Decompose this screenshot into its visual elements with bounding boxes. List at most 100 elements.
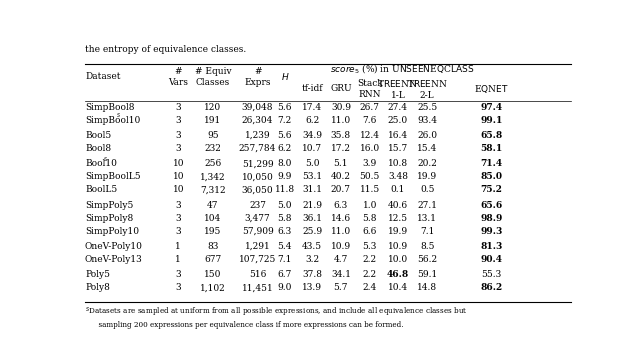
Text: 1,102: 1,102 (200, 283, 226, 292)
Text: 5.7: 5.7 (333, 283, 348, 292)
Text: 3: 3 (175, 131, 181, 140)
Text: 7.1: 7.1 (420, 227, 435, 236)
Text: 3: 3 (175, 214, 181, 223)
Text: 2.2: 2.2 (363, 270, 377, 279)
Text: 37.8: 37.8 (302, 270, 322, 279)
Text: Dataset: Dataset (85, 72, 120, 81)
Text: 9.9: 9.9 (278, 172, 292, 181)
Text: 98.9: 98.9 (481, 214, 503, 223)
Text: 19.9: 19.9 (417, 172, 437, 181)
Text: Poly8: Poly8 (85, 283, 110, 292)
Text: 7,312: 7,312 (200, 185, 226, 194)
Text: 1,342: 1,342 (200, 172, 226, 181)
Text: 83: 83 (207, 242, 219, 251)
Text: 120: 120 (204, 103, 221, 112)
Text: tf-idf: tf-idf (301, 84, 323, 93)
Text: 5.0: 5.0 (305, 159, 319, 168)
Text: BoolL5: BoolL5 (85, 185, 117, 194)
Text: 14.6: 14.6 (331, 214, 351, 223)
Text: SimpBoolL5: SimpBoolL5 (85, 172, 141, 181)
Text: 3: 3 (175, 270, 181, 279)
Text: 16.0: 16.0 (360, 144, 380, 153)
Text: 10,050: 10,050 (242, 172, 273, 181)
Text: 81.3: 81.3 (481, 242, 503, 251)
Text: 5.3: 5.3 (362, 242, 377, 251)
Text: 26,304: 26,304 (242, 116, 273, 125)
Text: 11.8: 11.8 (275, 185, 295, 194)
Text: 10.4: 10.4 (388, 283, 408, 292)
Text: 7.6: 7.6 (362, 116, 377, 125)
Text: 11.0: 11.0 (331, 227, 351, 236)
Text: 8.0: 8.0 (278, 159, 292, 168)
Text: 3: 3 (175, 283, 181, 292)
Text: 10.0: 10.0 (388, 255, 408, 264)
Text: 11,451: 11,451 (242, 283, 273, 292)
Text: 56.2: 56.2 (417, 255, 437, 264)
Text: 257,784: 257,784 (239, 144, 276, 153)
Text: 50.5: 50.5 (360, 172, 380, 181)
Text: 516: 516 (249, 270, 266, 279)
Text: 13.1: 13.1 (417, 214, 437, 223)
Text: 86.2: 86.2 (481, 283, 503, 292)
Text: 27.4: 27.4 (388, 103, 408, 112)
Text: 3: 3 (175, 227, 181, 236)
Text: 10.9: 10.9 (331, 242, 351, 251)
Text: 51,299: 51,299 (242, 159, 273, 168)
Text: 10.7: 10.7 (302, 144, 322, 153)
Text: E$\mathsf{Q}$N$\mathsf{ET}$: E$\mathsf{Q}$N$\mathsf{ET}$ (474, 83, 509, 95)
Text: the entropy of equivalence classes.: the entropy of equivalence classes. (85, 45, 246, 54)
Text: 53.1: 53.1 (302, 172, 322, 181)
Text: 3,477: 3,477 (244, 214, 271, 223)
Text: 3.48: 3.48 (388, 172, 408, 181)
Text: GRU: GRU (330, 84, 352, 93)
Text: 6.2: 6.2 (278, 144, 292, 153)
Text: Poly5: Poly5 (85, 270, 110, 279)
Text: 6.3: 6.3 (278, 227, 292, 236)
Text: 6.7: 6.7 (278, 270, 292, 279)
Text: $^S$: $^S$ (116, 111, 121, 119)
Text: 43.5: 43.5 (302, 242, 322, 251)
Text: 10.8: 10.8 (388, 159, 408, 168)
Text: 11.0: 11.0 (331, 116, 351, 125)
Text: 150: 150 (204, 270, 221, 279)
Text: $H$: $H$ (280, 71, 289, 82)
Text: 57,909: 57,909 (242, 227, 273, 236)
Text: $^S$Datasets are sampled at uniform from all possible expressions, and include a: $^S$Datasets are sampled at uniform from… (85, 306, 468, 329)
Text: 5.8: 5.8 (362, 214, 377, 223)
Text: Bool5: Bool5 (85, 131, 111, 140)
Text: 95: 95 (207, 131, 219, 140)
Text: 7.1: 7.1 (278, 255, 292, 264)
Text: 5.6: 5.6 (278, 103, 292, 112)
Text: 677: 677 (204, 255, 221, 264)
Text: OneV-Poly10: OneV-Poly10 (85, 242, 143, 251)
Text: 5.8: 5.8 (278, 214, 292, 223)
Text: #
Vars: # Vars (168, 67, 188, 87)
Text: 195: 195 (204, 227, 221, 236)
Text: 1: 1 (175, 255, 181, 264)
Text: 26.0: 26.0 (417, 131, 437, 140)
Text: SimpPoly10: SimpPoly10 (85, 227, 139, 236)
Text: 0.1: 0.1 (391, 185, 405, 194)
Text: 10.9: 10.9 (388, 242, 408, 251)
Text: SimpBool10: SimpBool10 (85, 116, 140, 125)
Text: 3.2: 3.2 (305, 255, 319, 264)
Text: 31.1: 31.1 (302, 185, 322, 194)
Text: 35.8: 35.8 (331, 131, 351, 140)
Text: 191: 191 (204, 116, 221, 125)
Text: 6.2: 6.2 (305, 116, 319, 125)
Text: 97.4: 97.4 (481, 103, 503, 112)
Text: 237: 237 (249, 201, 266, 210)
Text: Bool8: Bool8 (85, 144, 111, 153)
Text: 0.5: 0.5 (420, 185, 435, 194)
Text: 34.9: 34.9 (302, 131, 322, 140)
Text: 10: 10 (172, 172, 184, 181)
Text: 15.7: 15.7 (388, 144, 408, 153)
Text: 5.1: 5.1 (333, 159, 348, 168)
Text: 6.3: 6.3 (334, 201, 348, 210)
Text: Stack
RNN: Stack RNN (356, 79, 383, 99)
Text: 1,239: 1,239 (244, 131, 270, 140)
Text: 12.5: 12.5 (388, 214, 408, 223)
Text: 25.9: 25.9 (302, 227, 322, 236)
Text: 46.8: 46.8 (387, 270, 409, 279)
Text: $^S$: $^S$ (104, 155, 108, 163)
